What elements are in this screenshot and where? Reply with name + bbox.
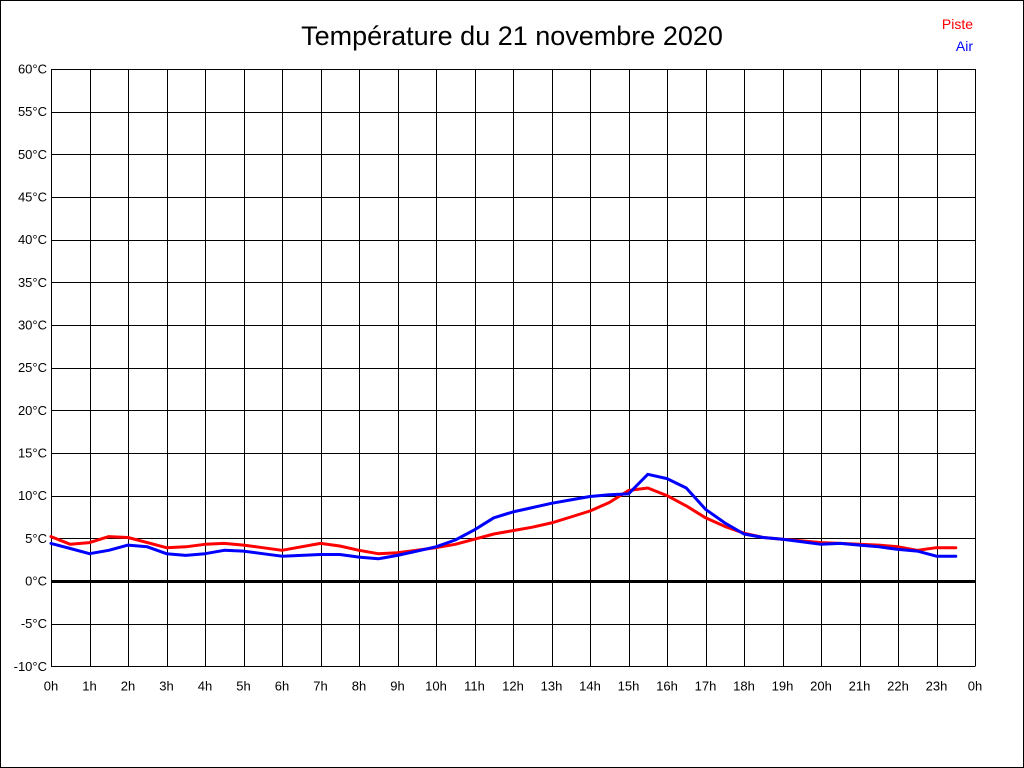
y-tick-label: 15°C	[18, 445, 47, 460]
grid	[51, 69, 976, 667]
x-tick-label: 17h	[695, 678, 717, 693]
x-tick-label: 14h	[579, 678, 601, 693]
chart-legend: Piste Air	[942, 13, 973, 57]
x-tick-label: 6h	[275, 678, 289, 693]
x-tick-labels: 0h 1h 2h 3h 4h 5h 6h 7h 8h 9h 10h 11h 12h 13h 14h 15h 16…	[44, 678, 982, 693]
x-tick-label: 10h	[425, 678, 447, 693]
x-tick-label: 13h	[541, 678, 563, 693]
x-tick-label: 8h	[352, 678, 366, 693]
x-tick-label: 7h	[313, 678, 327, 693]
y-tick-label: 55°C	[18, 104, 47, 119]
y-tick-label: 40°C	[18, 232, 47, 247]
y-tick-label: 25°C	[18, 360, 47, 375]
x-tick-label: 0h	[968, 678, 982, 693]
y-tick-label: 20°C	[18, 403, 47, 418]
y-tick-label: 35°C	[18, 275, 47, 290]
y-tick-labels: 60°C 55°C 50°C 45°C 40°C 35°C 30°C 25°C 20°C 15°C…	[14, 62, 47, 674]
x-tick-label: 23h	[926, 678, 948, 693]
x-tick-label: 19h	[772, 678, 794, 693]
x-tick-label: 0h	[44, 678, 58, 693]
x-tick-label: 3h	[159, 678, 173, 693]
x-tick-label: 16h	[656, 678, 678, 693]
y-tick-label: 60°C	[18, 62, 47, 77]
x-tick-label: 12h	[502, 678, 524, 693]
legend-item-piste: Piste	[941, 16, 973, 32]
y-tick-label: 10°C	[18, 488, 47, 503]
y-tick-label: 45°C	[18, 189, 47, 204]
x-tick-label: 4h	[198, 678, 212, 693]
x-tick-label: 5h	[236, 678, 250, 693]
x-tick-label: 18h	[733, 678, 755, 693]
x-tick-label: 2h	[121, 678, 135, 693]
x-tick-label: 9h	[390, 678, 404, 693]
y-tick-label: -10°C	[14, 659, 47, 674]
y-tick-label: 0°C	[25, 573, 47, 588]
x-tick-label: 11h	[464, 678, 485, 693]
legend-item-air: Air	[955, 38, 973, 54]
y-tick-label: 5°C	[25, 531, 47, 546]
x-tick-label: 21h	[849, 678, 871, 693]
x-tick-label: 22h	[887, 678, 909, 693]
series-line-air	[49, 472, 958, 561]
y-tick-label: 50°C	[18, 147, 47, 162]
y-tick-label: -5°C	[21, 616, 47, 631]
x-tick-label: 15h	[618, 678, 640, 693]
x-tick-label: 1h	[82, 678, 96, 693]
y-tick-label: 30°C	[18, 317, 47, 332]
x-tick-label: 20h	[810, 678, 832, 693]
chart-title: Température du 21 novembre 2020	[301, 21, 723, 51]
